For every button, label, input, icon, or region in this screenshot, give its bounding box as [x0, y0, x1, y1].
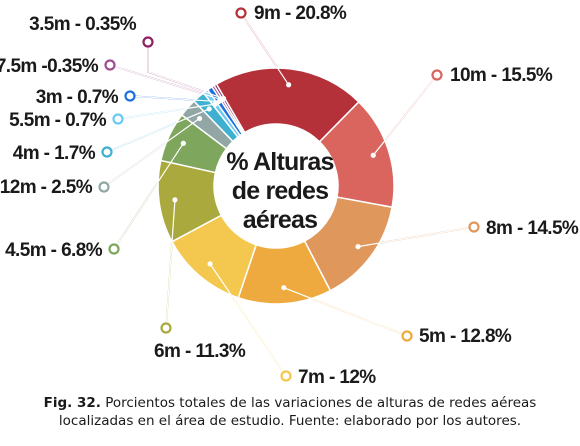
slice-12	[213, 83, 246, 135]
label-marker-10	[124, 90, 136, 102]
leader-line-8	[106, 108, 210, 153]
slice-dot-1	[370, 152, 376, 158]
slice-0	[215, 67, 360, 143]
slice-label-8: 4m - 1.7%	[13, 143, 96, 164]
donut-chart: % Alturas de redes aéreas 9m - 20.8% 10m …	[0, 3, 580, 388]
label-marker-4	[280, 370, 292, 382]
slice-dot-7	[197, 115, 203, 122]
leader-line-11	[109, 64, 222, 101]
slice-dot-12	[220, 95, 227, 102]
leader-line-7	[103, 117, 200, 188]
slice-dot-3	[281, 285, 287, 291]
figure-number: Fig. 32.	[43, 395, 101, 411]
leader-line-12	[147, 42, 224, 100]
slice-label-12: 3.5m - 0.35%	[29, 14, 137, 35]
label-marker-9	[112, 113, 124, 125]
label-marker-3	[401, 330, 413, 342]
center-title-line-2: de redes	[232, 177, 328, 205]
label-marker-12	[142, 36, 154, 48]
slice-label-0: 9m - 20.8%	[254, 3, 347, 24]
slice-dot-6	[180, 140, 186, 146]
slice-label-9: 5.5m - 0.7%	[9, 110, 107, 131]
label-marker-2	[468, 221, 480, 233]
leader-line-4	[209, 263, 287, 377]
caption-text-1: Porcientos totales de las variaciones de…	[100, 395, 537, 411]
slice-dot-9	[212, 101, 218, 107]
leader-line-6	[113, 142, 184, 250]
leader-lines	[103, 12, 475, 377]
slice-label-10: 3m - 0.7%	[36, 87, 119, 108]
slice-dot-4	[207, 261, 213, 267]
slice-label-7: 12m - 2.5%	[0, 177, 93, 198]
slice-label-1: 10m - 15.5%	[450, 65, 553, 86]
leader-line-9	[117, 103, 216, 120]
leader-line-2	[357, 226, 475, 248]
center-title: % Alturas de redes aéreas	[226, 148, 334, 234]
slice-dot-8	[206, 106, 212, 112]
label-marker-8	[101, 146, 113, 158]
leader-line-1	[372, 74, 438, 156]
figure-caption: Fig. 32. Porcientos totales de las varia…	[0, 394, 580, 430]
leader-line-3	[283, 287, 408, 337]
center-title-line-1: % Alturas	[226, 148, 333, 176]
slice-dot-2	[355, 244, 361, 250]
slice-label-6: 4.5m - 6.8%	[5, 240, 103, 261]
label-marker-0	[235, 7, 247, 19]
label-marker-7	[98, 181, 110, 193]
caption-line-2: localizadas en el área de estudio. Fuent…	[58, 413, 522, 429]
leader-line-5	[165, 199, 176, 329]
label-marker-6	[108, 243, 120, 255]
slice-label-5: 6m - 11.3%	[154, 341, 246, 362]
leader-line-10	[129, 95, 219, 103]
slice-dot-5	[172, 197, 178, 203]
caption-line-1: Fig. 32. Porcientos totales de las varia…	[0, 394, 580, 412]
slice-label-4: 7m - 12%	[298, 367, 376, 388]
center-title-line-3: aéreas	[243, 206, 317, 234]
slice-labels: 9m - 20.8% 10m - 15.5% 8m - 14.5% 5m - 12.8…	[0, 3, 580, 388]
leader-line-0	[240, 12, 290, 86]
slice-dot-0	[286, 82, 292, 88]
slice-label-11: 7.5m -0.35%	[0, 56, 99, 77]
slice-label-2: 8m - 14.5%	[486, 218, 579, 239]
label-marker-5	[160, 322, 172, 334]
slice-label-3: 5m - 12.8%	[419, 326, 512, 347]
label-marker-11	[104, 59, 116, 71]
label-marker-1	[431, 69, 443, 81]
